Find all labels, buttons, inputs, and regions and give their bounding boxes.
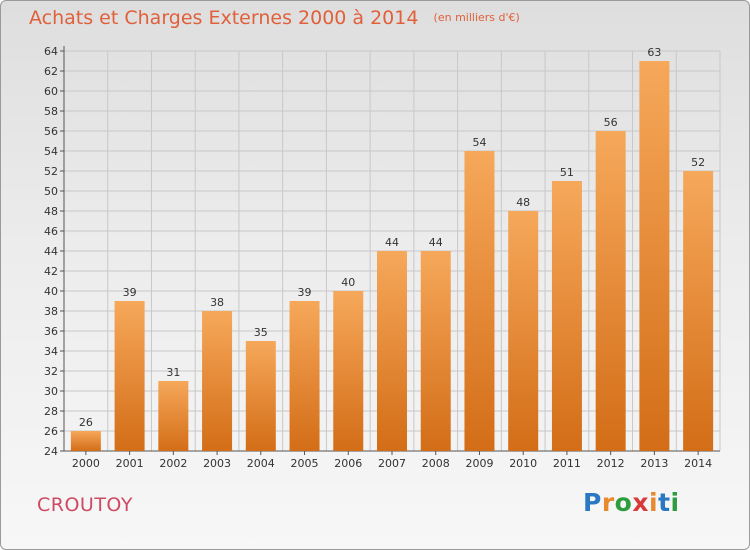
- bar: [464, 151, 495, 451]
- data-label: 39: [123, 286, 137, 299]
- y-tick-label: 52: [44, 165, 58, 178]
- y-tick-label: 36: [44, 325, 58, 338]
- data-label: 56: [604, 116, 618, 129]
- data-labels: 26 39 31 38 35 39 40 44 44 54 48 51 56 63 52: [79, 46, 705, 429]
- x-tick-label: 2005: [291, 457, 319, 470]
- y-tick-label: 24: [44, 445, 58, 458]
- data-label: 31: [166, 366, 180, 379]
- y-tick-label: 32: [44, 365, 58, 378]
- bar: [289, 301, 320, 451]
- bar: [595, 131, 626, 451]
- bar: [551, 181, 582, 451]
- x-tick-label: 2007: [378, 457, 406, 470]
- commune-name: CROUTOY: [37, 494, 133, 516]
- bar: [420, 251, 451, 451]
- x-tick-label: 2001: [116, 457, 144, 470]
- y-tick-label: 40: [44, 285, 58, 298]
- y-tick-label: 42: [44, 265, 58, 278]
- bar: [114, 301, 145, 451]
- y-tick-label: 46: [44, 225, 58, 238]
- data-label: 38: [210, 296, 224, 309]
- bars: [70, 61, 714, 451]
- y-tick-label: 58: [44, 105, 58, 118]
- bar: [683, 171, 714, 451]
- data-label: 39: [298, 286, 312, 299]
- data-label: 48: [516, 196, 530, 209]
- y-tick-label: 44: [44, 245, 58, 258]
- x-tick-label: 2013: [640, 457, 668, 470]
- y-tick-label: 50: [44, 185, 58, 198]
- x-tick-label: 2010: [509, 457, 537, 470]
- y-tick-label: 26: [44, 425, 58, 438]
- bar: [377, 251, 407, 451]
- y-tick-label: 34: [44, 345, 58, 358]
- y-tick-label: 62: [44, 65, 58, 78]
- logo-letter: i: [670, 488, 680, 517]
- logo-letter: i: [649, 488, 659, 517]
- chart-title-text: Achats et Charges Externes 2000 à 2014: [29, 7, 419, 29]
- x-tick-label: 2008: [422, 457, 450, 470]
- bar: [639, 61, 670, 451]
- axes: 24 26 28 30 32 34 36 38 40 42 44 46 48 50 52 54 56 58 60 62…: [44, 45, 720, 470]
- data-label: 54: [472, 136, 486, 149]
- y-tick-label: 54: [44, 145, 58, 158]
- data-label: 44: [385, 236, 399, 249]
- x-tick-label: 2006: [334, 457, 362, 470]
- x-tick-label: 2003: [203, 457, 231, 470]
- data-label: 51: [560, 166, 574, 179]
- data-label: 52: [691, 156, 705, 169]
- data-label: 35: [254, 326, 268, 339]
- logo-letter: P: [583, 488, 602, 517]
- x-tick-label: 2004: [247, 457, 275, 470]
- x-tick-label: 2009: [465, 457, 493, 470]
- chart-unit-label: (en milliers d'€): [433, 11, 520, 24]
- x-tick-label: 2000: [72, 457, 100, 470]
- y-tick-label: 38: [44, 305, 58, 318]
- x-tick-label: 2014: [684, 457, 712, 470]
- bar: [245, 341, 276, 451]
- data-label: 63: [647, 46, 661, 59]
- x-tick-label: 2012: [597, 457, 625, 470]
- x-tick-label: 2011: [553, 457, 581, 470]
- bar: [70, 431, 101, 451]
- logo-letter: t: [658, 488, 671, 517]
- y-tick-label: 28: [44, 405, 58, 418]
- logo-letter: r: [601, 488, 615, 517]
- data-label: 26: [79, 416, 93, 429]
- bar: [158, 381, 189, 451]
- x-tick-label: 2002: [159, 457, 187, 470]
- y-tick-label: 30: [44, 385, 58, 398]
- chart-title: Achats et Charges Externes 2000 à 2014 (…: [29, 7, 520, 29]
- logo-letter: o: [614, 488, 633, 517]
- logo-letter: x: [632, 488, 649, 517]
- data-label: 40: [341, 276, 355, 289]
- y-tick-label: 60: [44, 85, 58, 98]
- bar: [202, 311, 233, 451]
- bar: [508, 211, 539, 451]
- bar: [333, 291, 364, 451]
- y-tick-label: 48: [44, 205, 58, 218]
- y-tick-label: 56: [44, 125, 58, 138]
- proxiti-logo: Proxiti: [583, 488, 680, 517]
- data-label: 44: [429, 236, 443, 249]
- y-tick-label: 64: [44, 45, 58, 58]
